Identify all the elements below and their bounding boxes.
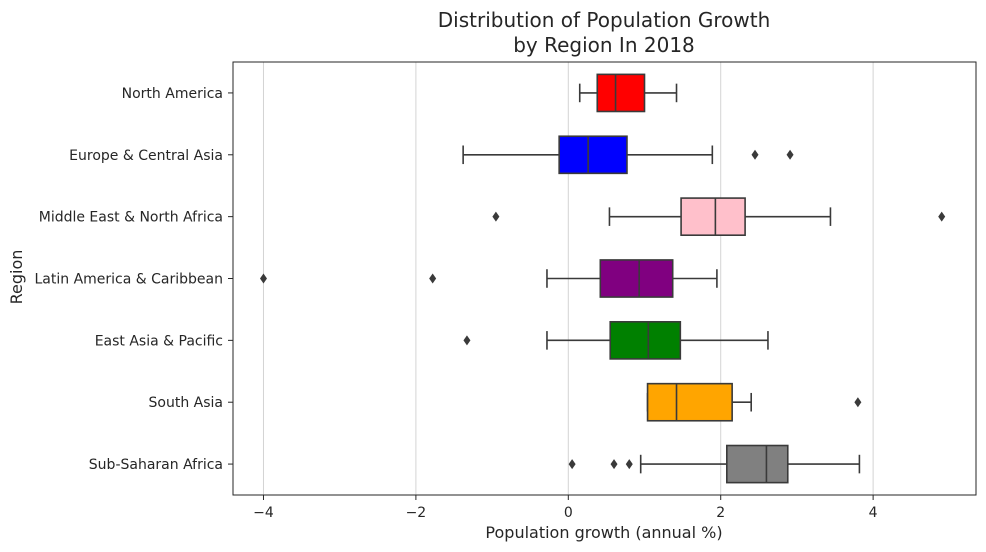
box-group [492,197,946,236]
y-tick-label: Middle East & North Africa [39,210,223,226]
outlier-point [429,273,437,284]
outlier-point [786,149,794,160]
box [596,73,646,113]
box-group [463,320,769,360]
outlier-point [610,459,618,470]
box-group [568,444,861,484]
x-tick-label: −2 [406,505,427,521]
x-tick-label: 4 [869,505,878,521]
outlier-point [259,273,267,284]
box [646,382,733,422]
box [558,135,628,175]
box [680,197,746,236]
y-tick-label: Latin America & Caribbean [35,272,224,288]
x-tick-label: 2 [716,505,725,521]
outlier-point [568,459,576,470]
chart-title-line-1: Distribution of Population Growth [438,8,771,32]
outlier-point [492,211,500,222]
outlier-point [463,335,471,346]
outlier-point [625,459,633,470]
box [609,320,682,360]
y-axis: North America Europe & Central Asia Middle… [35,86,233,473]
box-group [578,73,678,113]
x-axis: −4 −2 0 2 4 [253,495,878,521]
chart-title-line-2: by Region In 2018 [513,33,695,57]
box [726,444,789,484]
x-tick-label: −4 [253,505,274,521]
y-tick-label: East Asia & Pacific [95,333,223,349]
x-tick-label: 0 [564,505,573,521]
y-tick-label: Europe & Central Asia [69,148,223,164]
outlier-point [854,397,862,408]
y-tick-label: South Asia [149,395,223,411]
box [599,259,674,298]
y-tick-label: Sub-Saharan Africa [89,457,223,473]
y-tick-label: North America [122,86,223,102]
box-layer [259,73,946,484]
y-axis-label: Region [7,250,26,305]
box-group [462,135,794,175]
box-group [259,259,718,298]
outlier-point [751,149,759,160]
outlier-point [938,211,946,222]
x-axis-label: Population growth (annual %) [485,523,722,542]
box-group [646,382,862,422]
